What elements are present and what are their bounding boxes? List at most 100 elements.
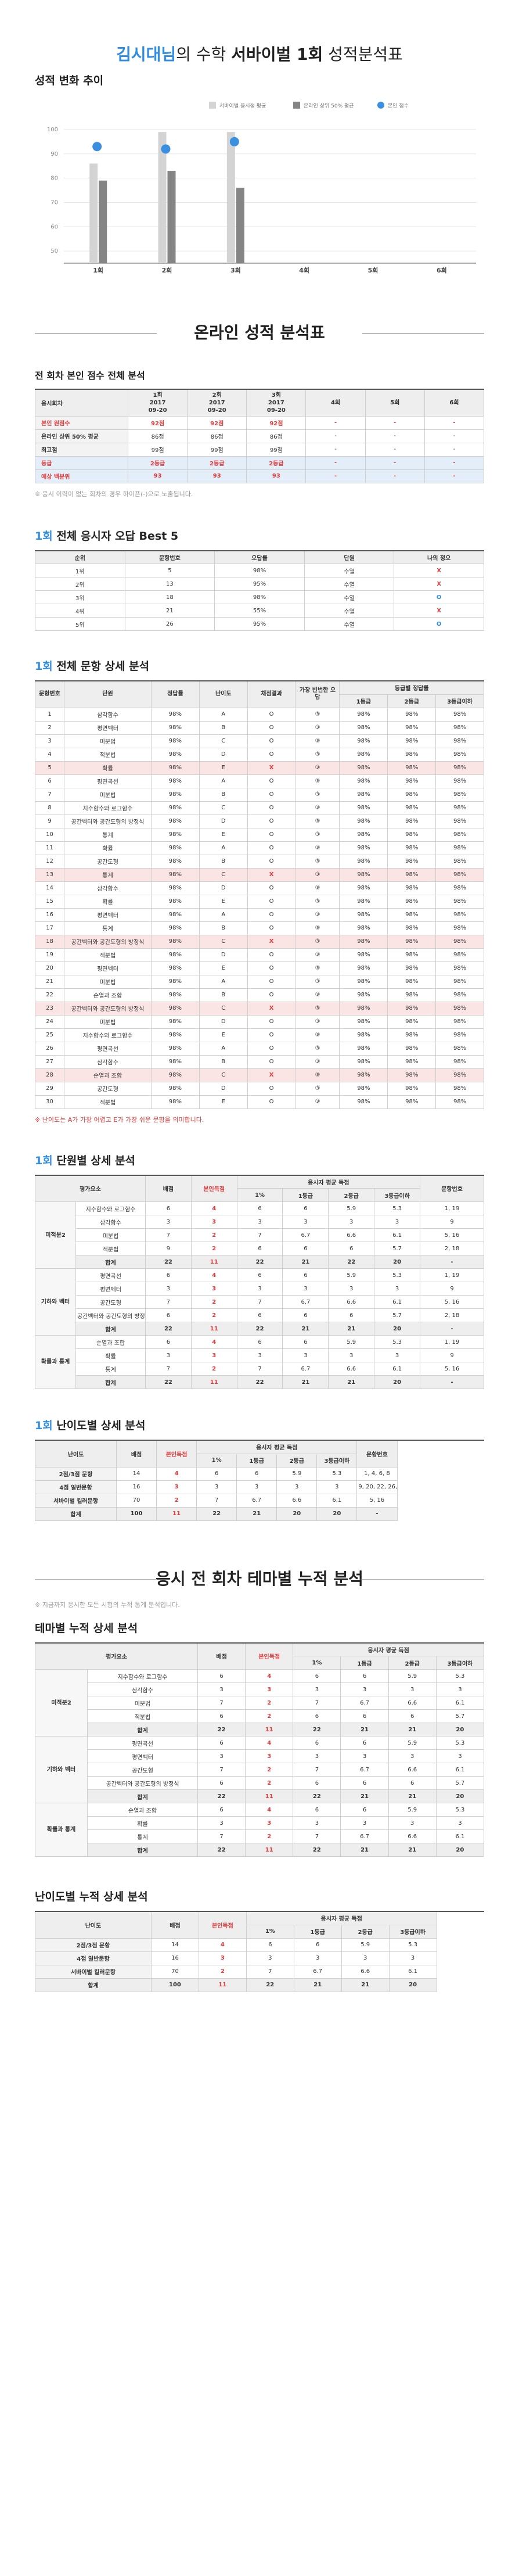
cum-theme-table-body: 미적분2 지수함수와 로그함수 6 4 6 6 5.9 5.3 삼각함수 3 3 3 3 3 3 미분법 7 2 7… xyxy=(35,1669,485,1857)
grouped-cell: 6.7 xyxy=(340,1829,389,1843)
summary-row: 온라인 상위 50% 평균 86점 86점 86점 - - - xyxy=(35,429,485,443)
item-cell: 98% xyxy=(435,867,484,882)
item-cell: 29 xyxy=(35,1081,64,1096)
grouped-sum-cell: 21 xyxy=(340,1723,389,1737)
grouped-head-cell: 1% xyxy=(293,1656,341,1670)
item-row: 27 삼각함수 98% B O ③ 98% 98% 98% xyxy=(35,1054,484,1069)
grouped-cell: 5.3 xyxy=(374,1335,420,1349)
item-cell: 98% xyxy=(387,907,437,922)
item-cell: O xyxy=(247,1054,296,1069)
grouped-cell: 3 xyxy=(340,1749,389,1763)
item-cell: 20 xyxy=(35,961,64,975)
item-cell: D xyxy=(199,948,248,962)
item-cell: 17 xyxy=(35,921,64,935)
item-cell: O xyxy=(247,854,296,869)
diff-cell: 5.9 xyxy=(341,1938,390,1952)
item-cell: ③ xyxy=(295,907,340,922)
grouped-cell: 6.7 xyxy=(340,1696,389,1710)
grouped-cell: 1, 19 xyxy=(420,1335,484,1349)
item-cell: 25 xyxy=(35,1028,64,1042)
grouped-cell: 5.7 xyxy=(435,1776,485,1790)
item-row: 8 지수함수와 로그함수 98% C O ③ 98% 98% 98% xyxy=(35,801,484,815)
grouped-cell: 6 xyxy=(340,1776,389,1790)
item-cell: 98% xyxy=(435,1095,484,1109)
best5-cell: 95% xyxy=(214,617,305,631)
item-cell: B xyxy=(199,1054,248,1069)
item-cell: 98% xyxy=(339,1001,388,1016)
item-cell: 평면벡터 xyxy=(64,907,152,922)
item-cell: 98% xyxy=(339,774,388,788)
item-row: 18 공간벡터와 공간도형의 방정식 98% C X ③ 98% 98% 98% xyxy=(35,934,484,949)
grouped-sum-cell: 11 xyxy=(190,1375,237,1389)
best5-cell: 98% xyxy=(214,564,305,577)
grouped-sum-cell: 21 xyxy=(340,1789,389,1803)
trend-chart: 서바이벌 응시생 평균 온라인 상위 50% 평균 본인 점수 50 60 70 80 90 1… xyxy=(35,95,484,281)
diff-head-cell: 응시자 평균 득점 xyxy=(196,1440,358,1454)
item-cell: ③ xyxy=(295,881,340,895)
item-cell: 98% xyxy=(387,801,437,815)
item-cell: 98% xyxy=(151,1054,200,1069)
grouped-cell: 6.1 xyxy=(374,1228,420,1242)
summary-col-head: 6회 xyxy=(424,389,485,417)
item-cell: 미분법 xyxy=(64,974,152,989)
item-cell: ③ xyxy=(295,827,340,842)
item-cell: 98% xyxy=(339,974,388,989)
grouped-cell: 7 xyxy=(145,1362,192,1376)
diff-table: 난이도 배점 본인득점 응시자 평균 득점 문항번호 1% 1등급 2등급 3등급이하 2점/3… xyxy=(35,1440,484,1521)
item-cell: ③ xyxy=(295,801,340,815)
summary-cell: - xyxy=(424,429,485,443)
item-cell: 평면벡터 xyxy=(64,720,152,735)
summary-cell: - xyxy=(305,442,366,457)
item-cell: 98% xyxy=(339,1081,388,1096)
item-cell: 26 xyxy=(35,1041,64,1056)
grouped-head-cell: 2등급 xyxy=(388,1656,437,1670)
item-row: 23 공간벡터와 공간도형의 방정식 98% C X ③ 98% 98% 98% xyxy=(35,1001,484,1016)
item-cell: ③ xyxy=(295,948,340,962)
diff-head-row: 1% 1등급 2등급 3등급이하 xyxy=(35,1924,485,1939)
legend-label: 온라인 상위 50% 평균 xyxy=(304,103,354,109)
grouped-cell: 6 xyxy=(282,1242,329,1255)
best5-cell: 수열 xyxy=(304,604,395,618)
item-row: 29 공간도형 98% D O ③ 98% 98% 98% xyxy=(35,1081,484,1096)
best5-cell: 21 xyxy=(124,604,215,618)
grouped-cell: 3 xyxy=(388,1816,437,1830)
point-self xyxy=(161,144,171,154)
grouped-cell: 3 xyxy=(435,1816,485,1830)
grouped-row: 공간도형 7 2 7 6.7 6.6 6.1 5, 16 xyxy=(35,1295,484,1309)
cum-diff-heading: 난이도별 누적 상세 분석 xyxy=(35,1890,148,1903)
grouped-sum-cell: 11 xyxy=(190,1322,237,1336)
item-cell: 98% xyxy=(151,907,200,922)
item-cell: 삼각함수 xyxy=(64,1054,152,1069)
grouped-sum-row: 합계 22 11 22 21 21 20 xyxy=(35,1723,485,1737)
legend-swatch xyxy=(377,102,384,109)
diff-title: 난이도별 상세 분석 xyxy=(52,1419,146,1432)
grouped-cell: 6 xyxy=(293,1736,341,1750)
grouped-sum-cell: 합계 xyxy=(75,1375,146,1389)
grouped-cell: 6 xyxy=(197,1803,246,1817)
item-cell: D xyxy=(199,1081,248,1096)
grouped-cell: 3 xyxy=(374,1348,420,1362)
diff-cell: 7 xyxy=(246,1964,294,1979)
item-cell: 98% xyxy=(339,1041,388,1056)
summary-cell: 86점 xyxy=(246,429,307,443)
diff-cell: 6.7 xyxy=(293,1964,342,1979)
grouped-cell: 7 xyxy=(197,1696,246,1710)
item-cell: A xyxy=(199,841,248,855)
col-round: 5회 xyxy=(390,399,400,406)
diff-cell: 3 xyxy=(388,1951,437,1965)
summary-cell: 93 xyxy=(246,469,307,483)
diff-row: 2점/3점 문항 14 4 6 6 5.9 5.3 1, 4, 6, 8 xyxy=(35,1466,485,1481)
grouped-cell: 확률 xyxy=(75,1348,146,1362)
diff-cell: 5.3 xyxy=(388,1938,437,1952)
grouped-cell: 3 xyxy=(340,1816,389,1830)
grouped-cell: 3 xyxy=(293,1749,341,1763)
summary-table-body: 본인 원점수 92점 92점 92점 - - - 온라인 상위 50% 평균 86점 86점 86점… xyxy=(35,415,485,483)
item-cell: 98% xyxy=(339,1054,388,1069)
item-cell: ③ xyxy=(295,1081,340,1096)
bar-avg xyxy=(89,163,98,263)
grouped-cell: 2 xyxy=(190,1362,237,1376)
x-tick-label: 4회 xyxy=(299,266,309,274)
item-cell: B xyxy=(199,720,248,735)
grouped-head-row: 1% 1등급 2등급 3등급이하 xyxy=(35,1656,485,1670)
grouped-sum-cell: 20 xyxy=(374,1322,420,1336)
